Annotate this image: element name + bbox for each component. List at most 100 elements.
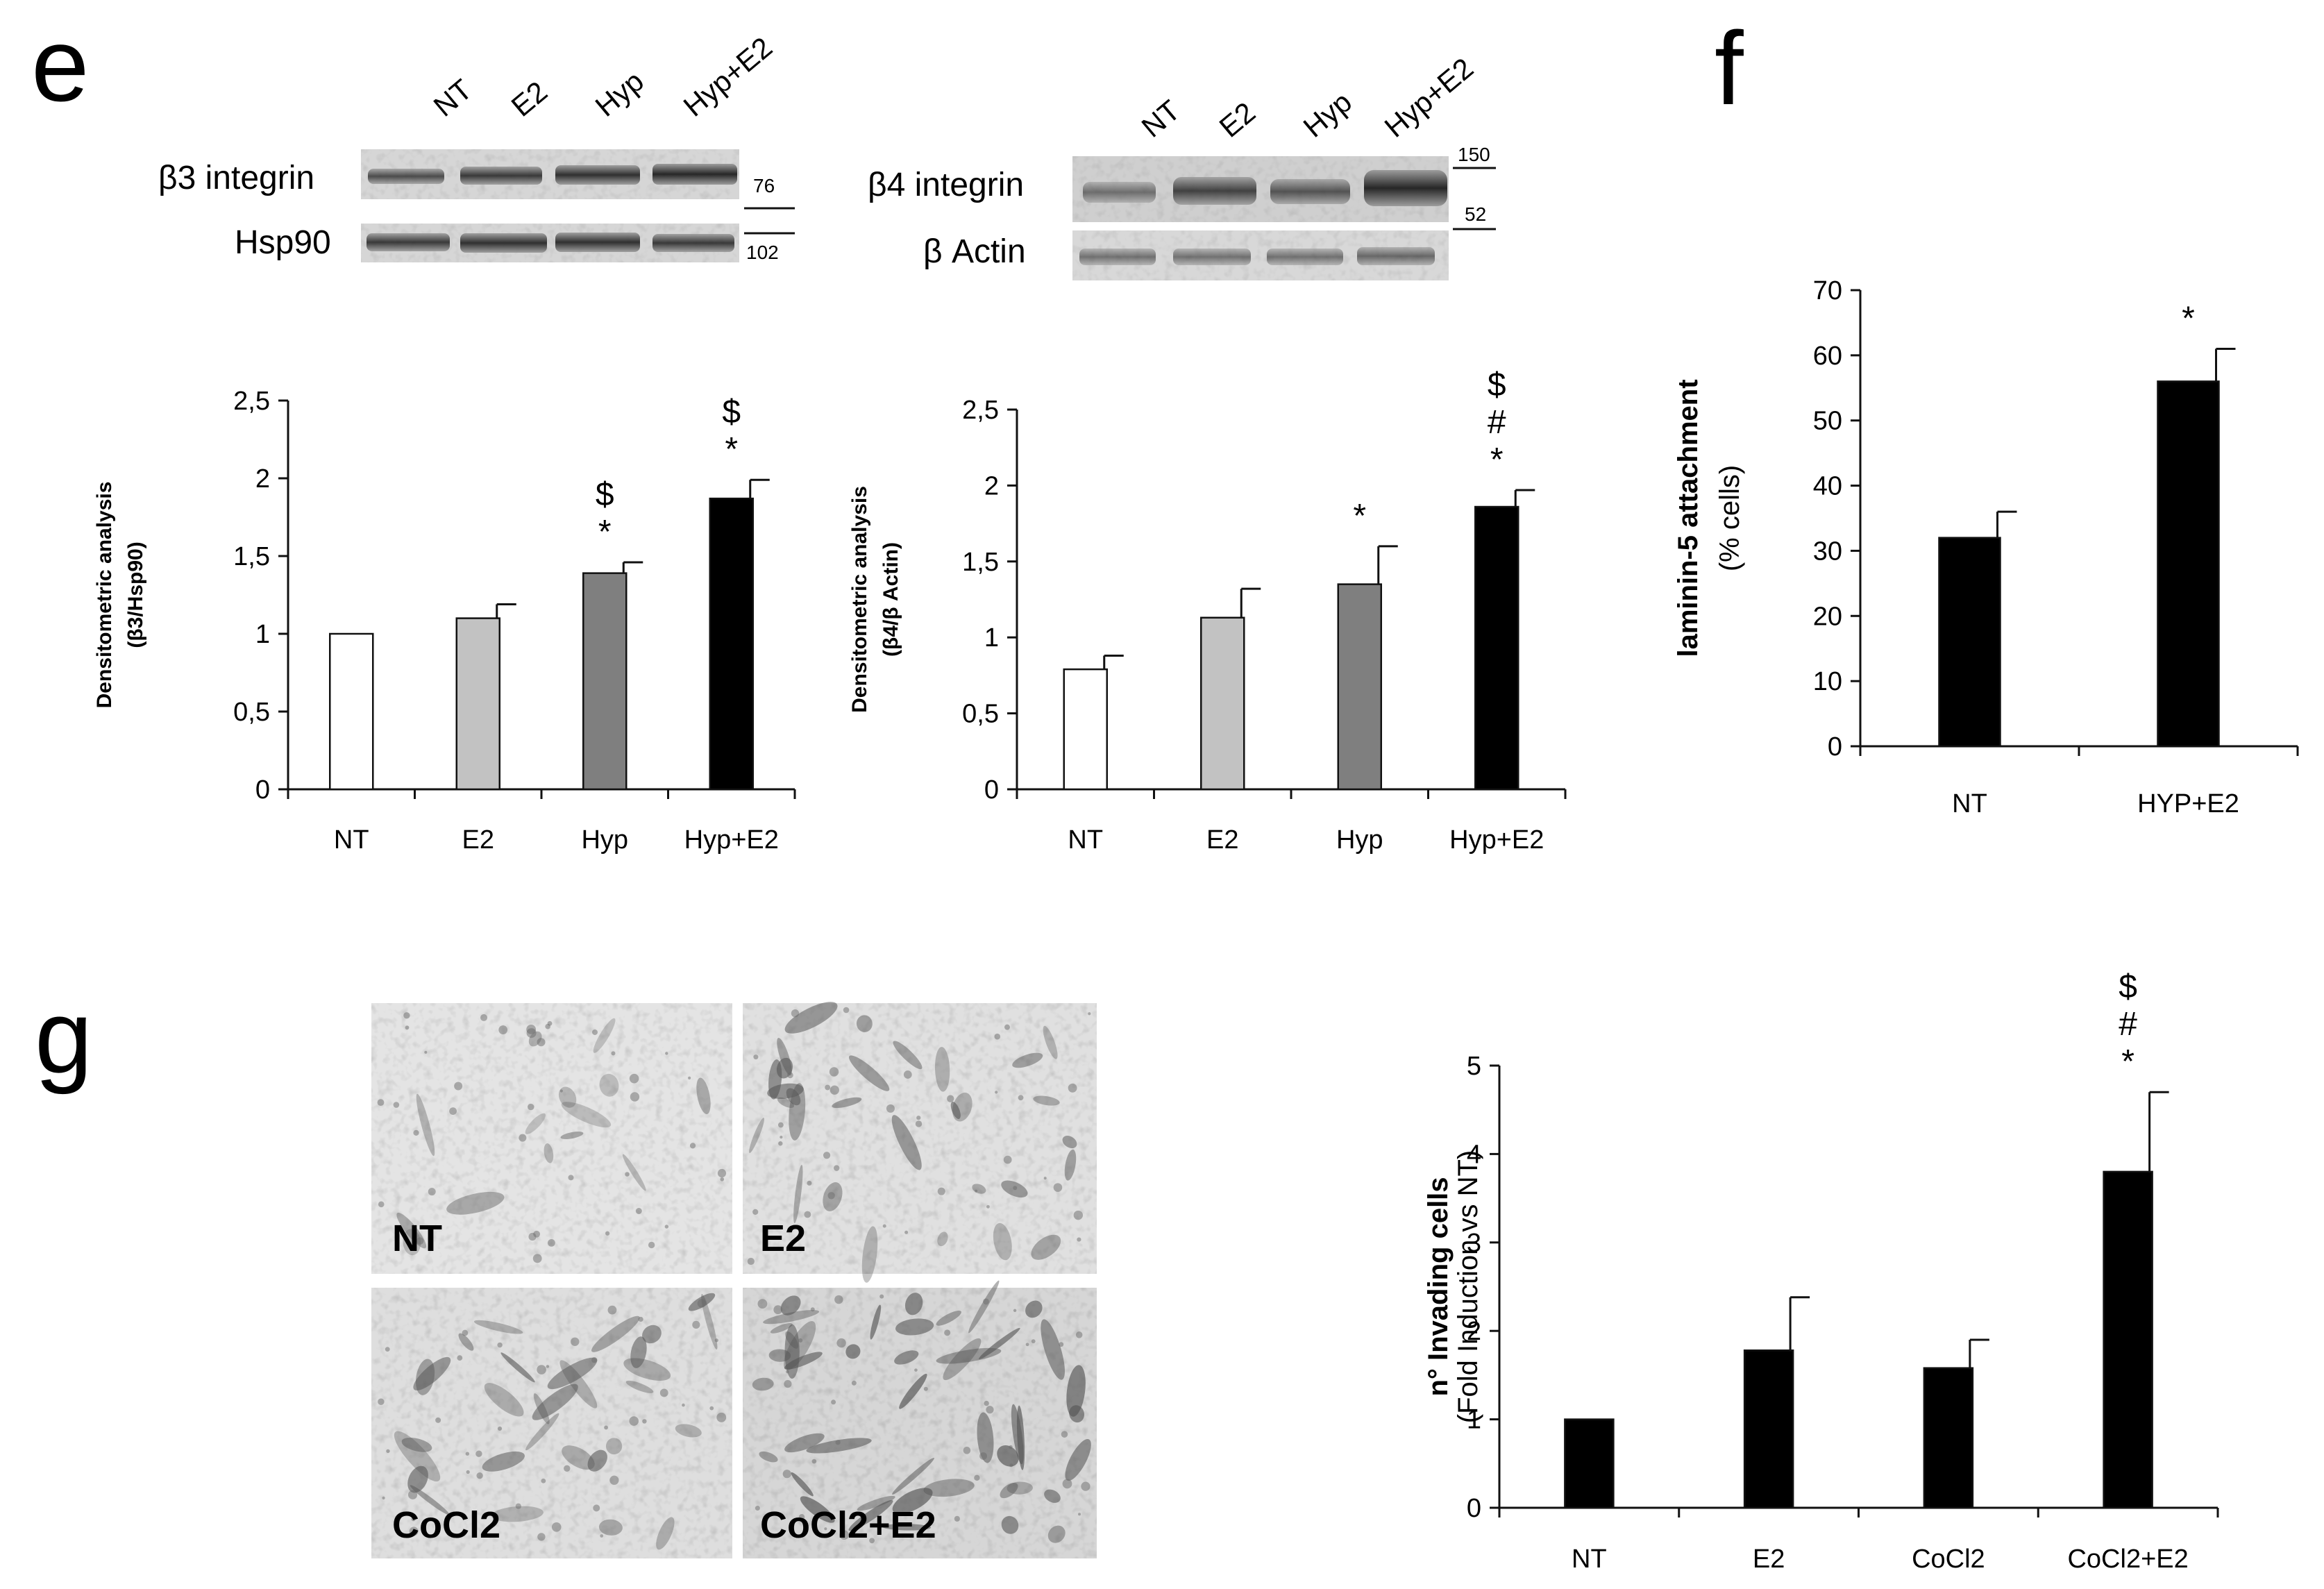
membrane-pore [778, 1141, 783, 1146]
cell-shape [845, 1344, 861, 1359]
y-tick-label: 40 [1813, 472, 1842, 501]
y-tick-label: 5 [1467, 1052, 1481, 1081]
blot-b3-band [652, 234, 734, 252]
chart-laminin-attachment: 0 10 20 30 40 50 60 70 NT HYP+E2 * laminin-5 attach… [1673, 276, 2299, 818]
blot-b4-band [1173, 249, 1251, 265]
micrograph-label-nt: NT [392, 1218, 442, 1259]
membrane-pore [843, 1007, 850, 1014]
membrane-pore [551, 1522, 562, 1532]
cell-shape [806, 1438, 872, 1454]
cell-shape [993, 1222, 1012, 1261]
cell-shape [587, 1449, 607, 1472]
membrane-pore [591, 1356, 598, 1363]
bar-e2 [455, 617, 500, 791]
cell-shape [832, 1097, 862, 1109]
membrane-pore [377, 1099, 385, 1107]
membrane-pore [829, 1067, 839, 1077]
cell-shape [675, 1424, 702, 1438]
cell-shape [923, 1479, 975, 1497]
y-tick-label: 2 [255, 464, 270, 494]
chart-b3-densitometry: 00,511,522,5NT E2 Hyp*$Hyp+E2*$Densitometr… [93, 387, 796, 855]
cell-shape [770, 1322, 793, 1334]
cell-shape [895, 1318, 934, 1336]
blot-b4-mw-bottom: 52 [1465, 203, 1486, 225]
blot-b4-lane-label: NT [1136, 94, 1186, 144]
blot-b4-band [1267, 249, 1343, 265]
panel-letter-e: e [31, 6, 89, 123]
membrane-pore [954, 1515, 960, 1522]
western-blot-b3: NT E2 Hyp Hyp+E2 β3 integrin Hsp90 76 10… [158, 31, 795, 263]
membrane-pore [515, 1503, 521, 1509]
cell-shape [532, 1384, 578, 1420]
membrane-pore [717, 1168, 727, 1178]
membrane-pore [786, 1370, 789, 1374]
membrane-pore [611, 1051, 616, 1056]
cell-shape [752, 1377, 774, 1391]
membrane-pore [393, 1102, 400, 1108]
blot-b3-row2-label: Hsp90 [235, 224, 331, 261]
membrane-pore [798, 1338, 803, 1343]
cell-shape [484, 1383, 524, 1417]
cell-shape [997, 1445, 1019, 1467]
x-tick-label: NT [1572, 1545, 1607, 1574]
blot-b3-lane-label: E2 [505, 75, 554, 123]
blot-b4-band [1173, 177, 1256, 205]
membrane-pore [630, 1092, 640, 1102]
membrane-pore [984, 1400, 989, 1406]
cell-shape [936, 1311, 961, 1326]
membrane-pore [983, 1298, 989, 1305]
membrane-pore [497, 1426, 503, 1431]
membrane-pore [449, 1107, 457, 1116]
membrane-pore [564, 1465, 571, 1472]
cell-shape [1065, 1439, 1091, 1481]
cell-shape [1069, 1405, 1085, 1423]
membrane-pore [834, 1295, 843, 1304]
membrane-pore [537, 1038, 546, 1047]
micrograph-nt-texture [371, 1003, 732, 1274]
blot-b3-band [652, 164, 737, 185]
membrane-pore [835, 1440, 841, 1445]
membrane-pore [780, 1135, 783, 1139]
y-tick-label: 0 [1467, 1494, 1481, 1523]
membrane-pore [466, 1470, 470, 1474]
bar-nt [1063, 668, 1108, 791]
membrane-pore [609, 1475, 619, 1485]
cell-shape [558, 1086, 577, 1108]
cell-shape [1066, 1365, 1086, 1417]
y-tick-label: 20 [1813, 602, 1842, 631]
cell-shape [904, 1293, 923, 1315]
membrane-pore [546, 1365, 550, 1368]
membrane-pore [782, 1470, 791, 1479]
cell-shape [882, 1524, 932, 1531]
bar-e2 [1743, 1349, 1794, 1509]
significance-marker: * [725, 431, 738, 468]
membrane-pore [378, 1201, 385, 1208]
membrane-pore [995, 1091, 998, 1094]
blot-b3-row1-label: β3 integrin [158, 160, 314, 196]
y-tick-label: 0 [1828, 732, 1842, 762]
membrane-pore [937, 1187, 945, 1195]
membrane-pore [1025, 1343, 1029, 1347]
membrane-pore [923, 1386, 928, 1391]
cell-shape [410, 1485, 450, 1515]
cell-shape [1044, 1489, 1061, 1503]
x-tick-label: Hyp [581, 825, 628, 855]
bar-nt [1938, 537, 2001, 748]
membrane-pore [605, 1231, 610, 1236]
membrane-pore [1068, 1083, 1077, 1093]
membrane-pore [1009, 1463, 1013, 1468]
significance-marker: * [598, 514, 612, 550]
membrane-pore [784, 1379, 792, 1388]
y-tick-label: 2,5 [962, 396, 999, 425]
cell-shape [943, 1338, 982, 1381]
blot-b3-band [555, 233, 640, 252]
y-tick-label: 0,5 [233, 698, 270, 727]
cell-shape [562, 1445, 595, 1470]
membrane-pore [994, 1033, 1001, 1040]
membrane-pore [823, 1152, 831, 1159]
membrane-pore [753, 1054, 759, 1060]
membrane-pore [416, 1237, 424, 1245]
bar-hyp-e2 [709, 497, 754, 791]
cell-shape [1064, 1149, 1077, 1181]
y-axis-label: Densitometric analysis [848, 486, 871, 713]
